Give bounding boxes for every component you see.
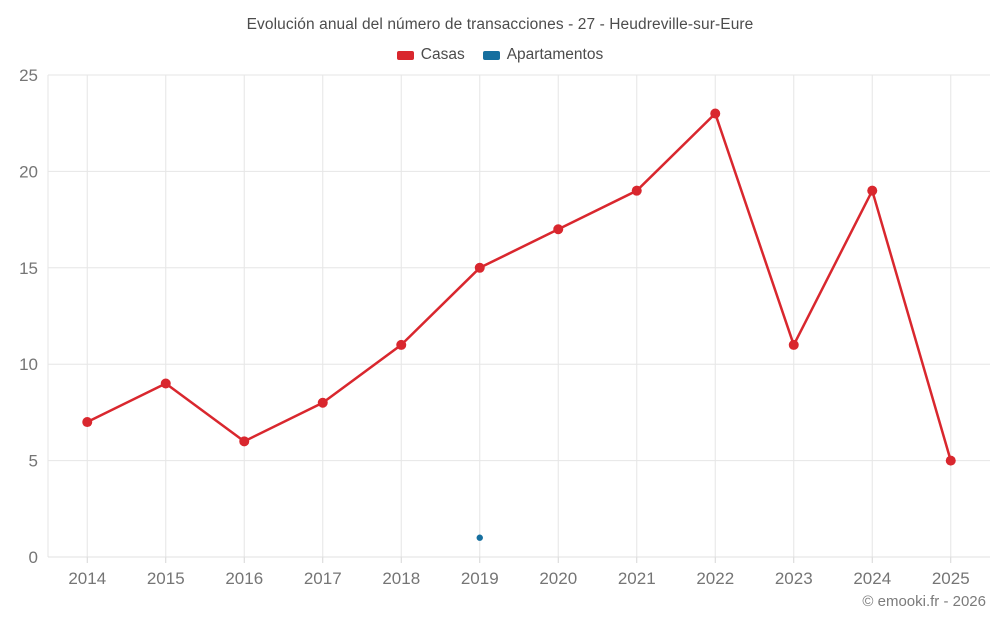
x-axis-label: 2015 — [147, 569, 185, 588]
casas-point — [317, 397, 328, 408]
legend-item-casas[interactable]: Casas — [396, 46, 465, 64]
casas-line-segment — [164, 382, 246, 443]
casas-line-segment — [557, 189, 638, 231]
casas-swatch-icon — [396, 50, 414, 60]
casas-line-segment — [400, 266, 481, 347]
x-axis-label: 2017 — [304, 569, 342, 588]
casas-line-segment — [478, 227, 560, 270]
casas-point — [160, 378, 171, 389]
y-axis-label: 20 — [19, 162, 38, 181]
casas-point — [553, 224, 564, 235]
x-axis-label: 2021 — [618, 569, 656, 588]
chart-legend: Casas Apartamentos — [0, 46, 1000, 64]
apartamentos-point — [476, 534, 483, 541]
casas-point — [788, 339, 799, 350]
copyright-label: © emooki.fr - 2026 — [862, 593, 986, 610]
legend-label-casas: Casas — [420, 46, 465, 63]
casas-line-segment — [86, 382, 167, 424]
casas-point — [710, 108, 721, 119]
casas-point — [474, 262, 485, 273]
x-axis-label: 2023 — [775, 569, 813, 588]
y-axis-label: 25 — [19, 66, 38, 85]
legend-label-apartamentos: Apartamentos — [506, 46, 604, 63]
x-axis-label: 2014 — [68, 569, 106, 588]
casas-line-segment — [714, 112, 795, 347]
casas-line-segment — [871, 189, 952, 462]
y-axis-label: 5 — [29, 452, 38, 471]
casas-point — [396, 339, 407, 350]
y-axis-label: 0 — [29, 548, 38, 567]
casas-line-segment — [321, 343, 403, 405]
y-axis-label: 15 — [19, 259, 38, 278]
apartamentos-swatch-icon — [482, 50, 500, 60]
casas-line-segment — [243, 401, 324, 443]
casas-line-segment — [635, 112, 717, 192]
casas-point — [945, 455, 956, 466]
x-axis-label: 2022 — [696, 569, 734, 588]
y-axis-label: 10 — [19, 355, 38, 374]
chart-title: Evolución anual del número de transaccio… — [246, 16, 754, 33]
x-axis-label: 2019 — [461, 569, 499, 588]
x-axis-label: 2024 — [853, 569, 891, 588]
x-axis-label: 2020 — [539, 569, 577, 588]
casas-point — [631, 185, 642, 196]
x-axis-label: 2016 — [225, 569, 263, 588]
legend-item-apartamentos[interactable]: Apartamentos — [482, 46, 604, 64]
casas-point — [239, 436, 250, 447]
x-axis-label: 2025 — [932, 569, 970, 588]
x-axis-label: 2018 — [382, 569, 420, 588]
casas-point — [82, 417, 93, 428]
casas-point — [867, 185, 878, 196]
casas-line-segment — [792, 189, 874, 347]
